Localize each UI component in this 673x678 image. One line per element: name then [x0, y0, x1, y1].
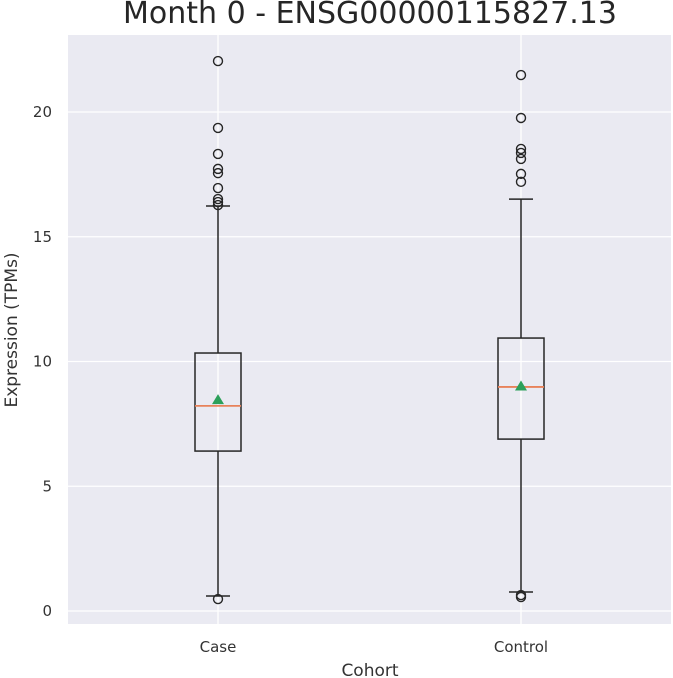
mean-marker-icon — [515, 380, 527, 391]
y-tick-label: 5 — [42, 477, 52, 495]
plot-area — [68, 35, 671, 624]
outlier-point — [212, 199, 224, 211]
outlier-point — [515, 143, 527, 155]
x-tick-label: Case — [200, 638, 237, 656]
x-tick-label: Control — [494, 638, 548, 656]
outlier-point — [212, 193, 224, 205]
outlier-point — [212, 122, 224, 134]
box-iqr — [497, 337, 545, 440]
outlier-point — [515, 176, 527, 188]
outlier-point — [515, 112, 527, 124]
mean-marker-icon — [212, 394, 224, 405]
box-iqr — [194, 352, 242, 452]
outlier-point — [212, 196, 224, 208]
outlier-point — [212, 167, 224, 179]
y-tick-label: 10 — [33, 353, 52, 371]
y-tick-label: 15 — [33, 228, 52, 246]
outlier-point — [212, 55, 224, 67]
chart-title: Month 0 - ENSG00000115827.13 — [123, 0, 617, 31]
outlier-point — [515, 147, 527, 159]
y-tick-label: 20 — [33, 103, 52, 121]
y-tick-label: 0 — [42, 602, 52, 620]
outlier-point — [515, 153, 527, 165]
x-axis-label: Cohort — [341, 661, 398, 678]
y-axis-label: Expression (TPMs) — [2, 252, 22, 407]
outlier-point — [515, 591, 527, 603]
outlier-point — [212, 182, 224, 194]
outlier-point — [515, 69, 527, 81]
outlier-point — [212, 148, 224, 160]
outlier-point — [515, 168, 527, 180]
outlier-point — [212, 163, 224, 175]
outlier-point — [212, 593, 224, 605]
